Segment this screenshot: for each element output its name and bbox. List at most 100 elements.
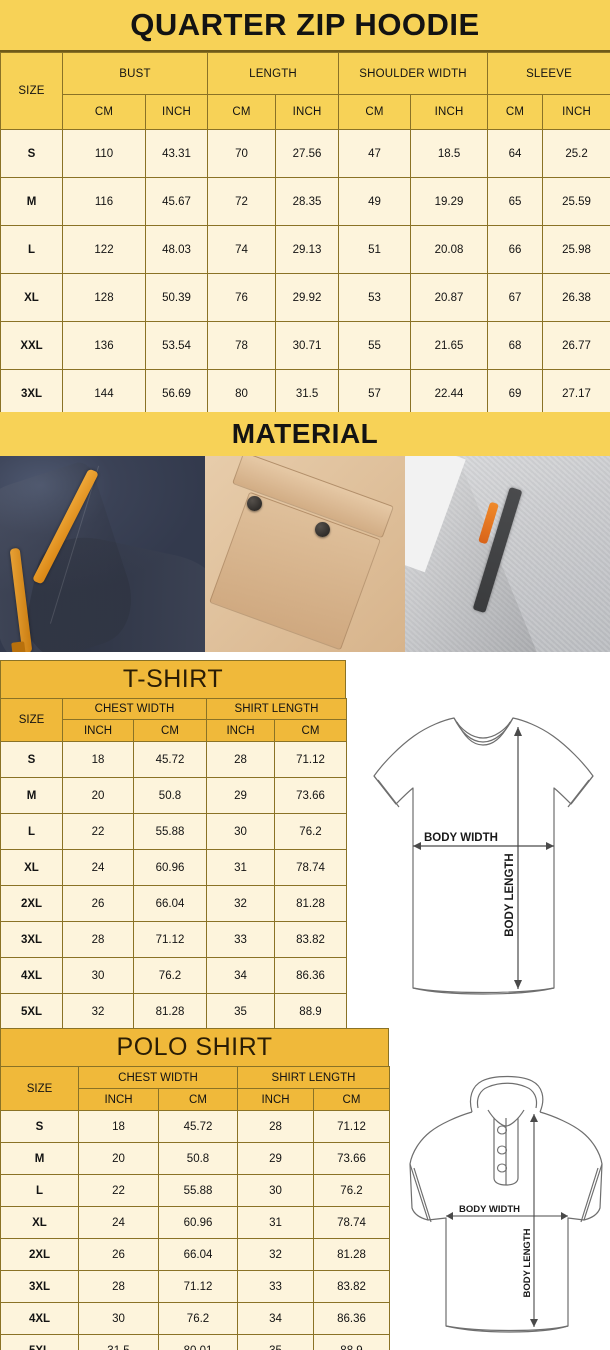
polo-size-cell: S — [0, 1110, 79, 1143]
hoodie-value-cell: 76 — [207, 273, 277, 322]
tshirt-value-cell: 81.28 — [133, 993, 207, 1030]
table-row: L 122 48.03 74 29.13 51 20.08 66 25.98 — [0, 225, 610, 274]
hoodie-value-cell: 30.71 — [275, 321, 340, 370]
hoodie-value-cell: 20.08 — [410, 225, 489, 274]
polo-value-cell: 22 — [78, 1174, 159, 1207]
polo-value-cell: 45.72 — [158, 1110, 238, 1143]
polo-value-cell: 50.8 — [158, 1142, 238, 1175]
tshirt-value-cell: 88.9 — [274, 993, 347, 1030]
tshirt-col-length: SHIRT LENGTH — [206, 698, 347, 720]
polo-size-cell: 3XL — [0, 1270, 79, 1303]
tshirt-value-cell: 30 — [62, 957, 134, 994]
table-row: 2XL 26 66.04 32 81.28 — [0, 885, 347, 922]
hoodie-value-cell: 53 — [338, 273, 412, 322]
tshirt-value-cell: 33 — [206, 921, 275, 958]
tshirt-value-cell: 73.66 — [274, 777, 347, 814]
hoodie-value-cell: 26.77 — [542, 321, 610, 370]
hoodie-size-cell: 3XL — [0, 369, 63, 418]
table-row: XXL 136 53.54 78 30.71 55 21.65 68 26.77 — [0, 321, 610, 370]
table-row: M 20 50.8 29 73.66 — [0, 777, 347, 814]
tshirt-size-cell: 2XL — [0, 885, 63, 922]
polo-value-cell: 18 — [78, 1110, 159, 1143]
polo-value-cell: 81.28 — [313, 1238, 390, 1271]
hoodie-unit-bust-inch: INCH — [144, 94, 209, 130]
hoodie-value-cell: 136 — [62, 321, 146, 370]
tshirt-unit-chest-cm: CM — [133, 719, 207, 742]
hoodie-value-cell: 21.65 — [410, 321, 489, 370]
table-row: 5XL 32 81.28 35 88.9 — [0, 993, 347, 1030]
tshirt-col-size: SIZE — [0, 698, 63, 742]
table-row: XL 24 60.96 31 78.74 — [0, 849, 347, 886]
tshirt-value-cell: 76.2 — [133, 957, 207, 994]
hoodie-value-cell: 65 — [487, 177, 544, 226]
hoodie-size-table: SIZE BUST LENGTH SHOULDER WIDTH SLEEVE C… — [0, 52, 610, 418]
polo-value-cell: 31.5 — [78, 1334, 159, 1350]
hoodie-value-cell: 25.98 — [542, 225, 610, 274]
tshirt-size-cell: 3XL — [0, 921, 63, 958]
hoodie-group-header-row: SIZE BUST LENGTH SHOULDER WIDTH SLEEVE — [0, 52, 610, 130]
hoodie-value-cell: 144 — [62, 369, 146, 418]
material-photo-strip — [0, 456, 610, 652]
hoodie-col-bust: BUST — [61, 52, 209, 95]
hoodie-value-cell: 50.39 — [144, 273, 209, 322]
polo-value-cell: 30 — [78, 1302, 159, 1335]
hoodie-value-cell: 45.67 — [144, 177, 209, 226]
hoodie-size-cell: L — [0, 225, 63, 274]
hoodie-value-cell: 27.17 — [542, 369, 610, 418]
hoodie-value-cell: 22.44 — [410, 369, 489, 418]
table-row: S 110 43.31 70 27.56 47 18.5 64 25.2 — [0, 129, 610, 178]
polo-value-cell: 71.12 — [158, 1270, 238, 1303]
polo-value-cell: 35 — [237, 1334, 314, 1350]
hoodie-size-cell: XL — [0, 273, 63, 322]
hoodie-value-cell: 48.03 — [144, 225, 209, 274]
tshirt-unit-length-cm: CM — [274, 719, 347, 742]
hoodie-value-cell: 69 — [487, 369, 544, 418]
hoodie-value-cell: 64 — [487, 129, 544, 178]
polo-group-header-row: SIZE CHEST WIDTH SHIRT LENGTH — [0, 1066, 390, 1111]
polo-size-cell: XL — [0, 1206, 79, 1239]
tshirt-value-cell: 83.82 — [274, 921, 347, 958]
table-row: 5XL31.580.013588.9 — [0, 1334, 390, 1350]
tshirt-title: T-SHIRT — [0, 660, 346, 698]
hoodie-unit-header-row: CM INCH CM INCH CM INCH CM INCH — [1, 94, 610, 130]
table-row: 3XL 28 71.12 33 83.82 — [0, 1270, 390, 1303]
navy-hoodie-drawstring-photo — [0, 456, 205, 652]
hoodie-value-cell: 25.2 — [542, 129, 610, 178]
hoodie-value-cell: 29.13 — [275, 225, 340, 274]
tshirt-value-cell: 24 — [62, 849, 134, 886]
tshirt-body-width-label: BODY WIDTH — [424, 832, 498, 844]
polo-value-cell: 83.82 — [313, 1270, 390, 1303]
tshirt-value-cell: 22 — [62, 813, 134, 850]
tshirt-measurement-diagram: BODY WIDTH BODY LENGTH — [358, 700, 608, 1010]
tshirt-value-cell: 71.12 — [133, 921, 207, 958]
polo-unit-chest-cm: CM — [158, 1088, 238, 1111]
polo-title: POLO SHIRT — [0, 1028, 389, 1066]
hoodie-value-cell: 128 — [62, 273, 146, 322]
tshirt-value-cell: 28 — [206, 741, 275, 778]
polo-value-cell: 73.66 — [313, 1142, 390, 1175]
tshirt-value-cell: 31 — [206, 849, 275, 886]
polo-value-cell: 55.88 — [158, 1174, 238, 1207]
polo-measurement-diagram: BODY WIDTH BODY LENGTH — [402, 1068, 610, 1346]
tshirt-value-cell: 71.12 — [274, 741, 347, 778]
polo-unit-length-cm: CM — [313, 1088, 390, 1111]
hoodie-value-cell: 49 — [338, 177, 412, 226]
table-row: 2XL 26 66.04 32 81.28 — [0, 1238, 390, 1271]
tshirt-size-cell: 5XL — [0, 993, 63, 1030]
polo-value-cell: 86.36 — [313, 1302, 390, 1335]
tshirt-unit-length-inch: INCH — [206, 719, 275, 742]
tshirt-value-cell: 32 — [206, 885, 275, 922]
hoodie-value-cell: 70 — [207, 129, 277, 178]
table-row: L 22 55.88 30 76.2 — [0, 1174, 390, 1207]
grey-fleece-zip-pocket-photo — [405, 456, 610, 652]
hoodie-value-cell: 55 — [338, 321, 412, 370]
tshirt-value-cell: 50.8 — [133, 777, 207, 814]
polo-col-length: SHIRT LENGTH — [237, 1066, 390, 1089]
polo-value-cell: 66.04 — [158, 1238, 238, 1271]
hoodie-unit-bust-cm: CM — [62, 94, 146, 130]
tshirt-value-cell: 66.04 — [133, 885, 207, 922]
polo-value-cell: 31 — [237, 1206, 314, 1239]
tshirt-value-cell: 32 — [62, 993, 134, 1030]
polo-value-cell: 20 — [78, 1142, 159, 1175]
